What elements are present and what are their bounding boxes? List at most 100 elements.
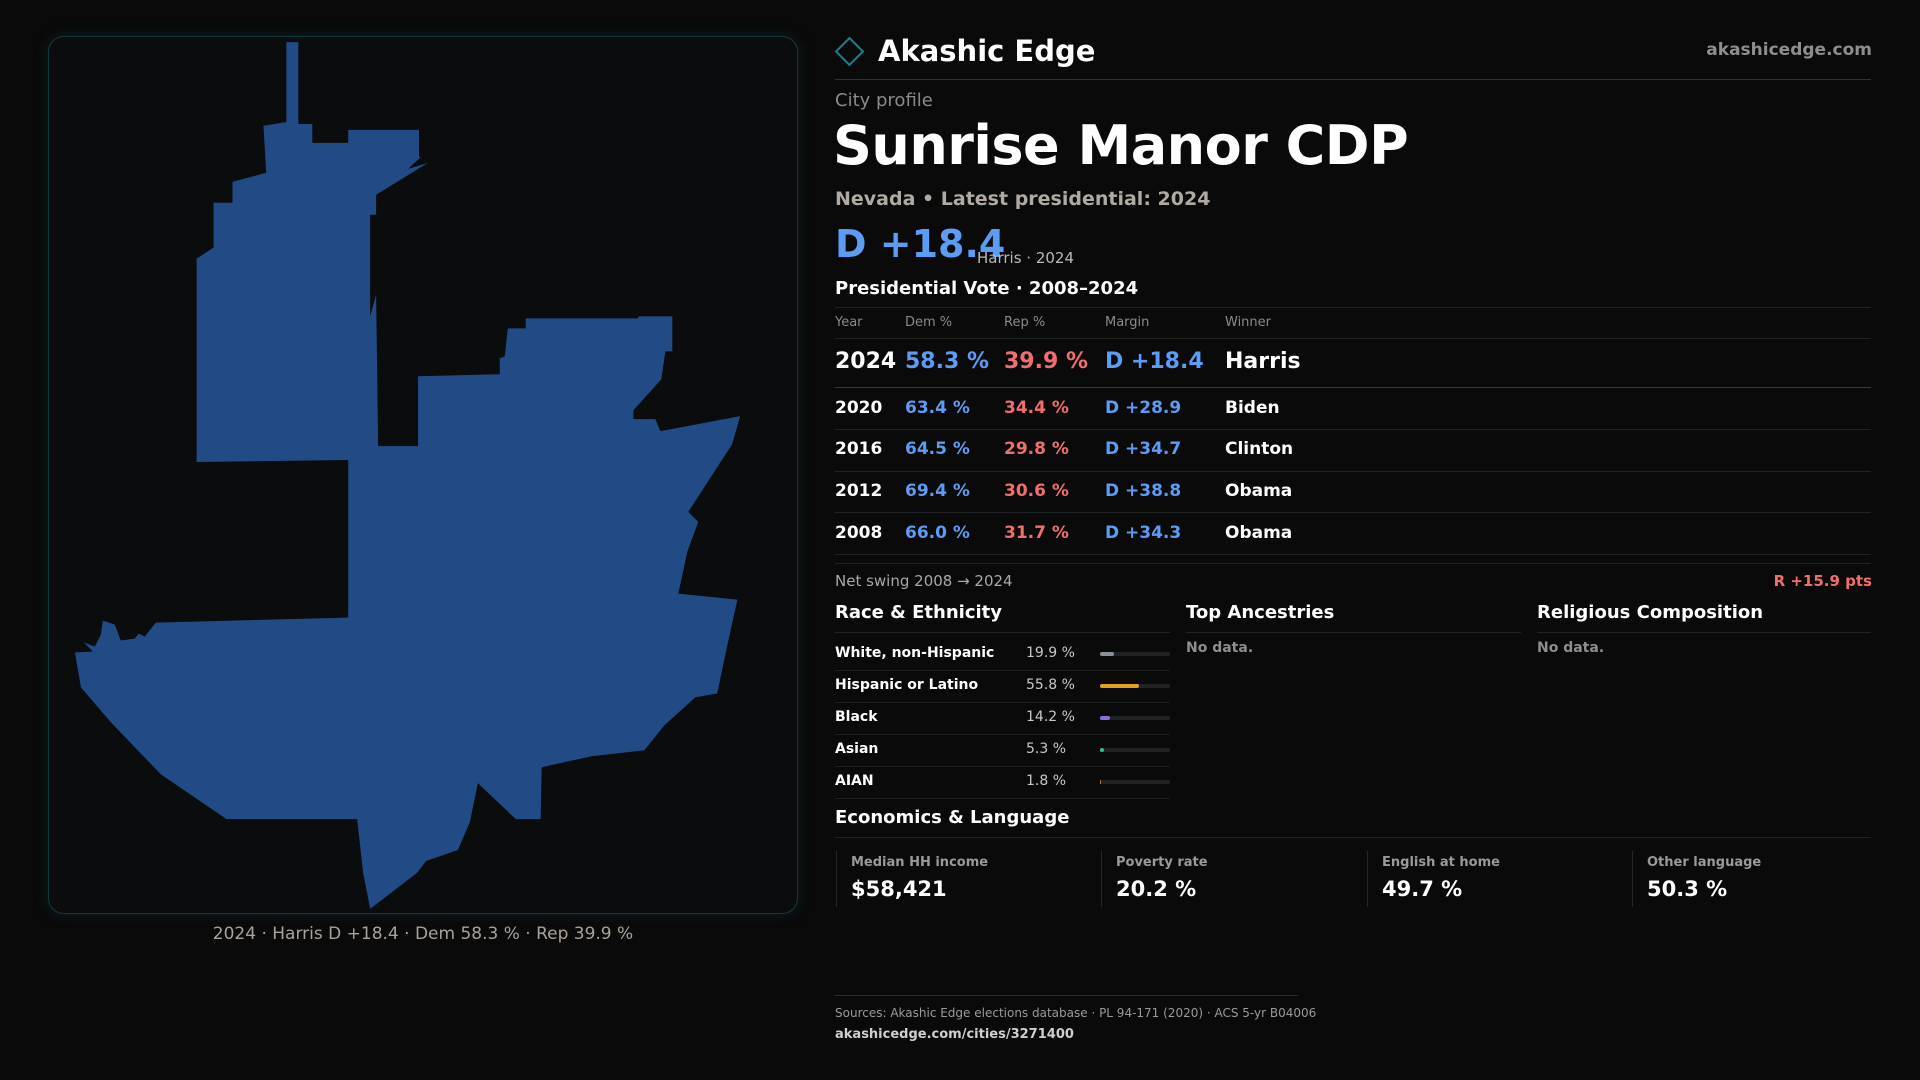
cell-margin: D +38.8 [1105, 481, 1182, 501]
stat-english-at-home: English at home 49.7 % [1367, 851, 1500, 907]
map-caption: 2024 · Harris D +18.4 · Dem 58.3 % · Rep… [212, 924, 634, 944]
race-label: Black [835, 709, 878, 725]
col-header-winner: Winner [1225, 315, 1272, 330]
col-header-margin: Margin [1105, 315, 1150, 330]
stat-label: English at home [1382, 855, 1500, 870]
stat-label: Median HH income [851, 855, 989, 870]
row-divider [835, 512, 1871, 513]
stat-label: Poverty rate [1116, 855, 1208, 870]
map-panel[interactable] [48, 36, 798, 914]
city-boundary-shape[interactable] [74, 42, 741, 909]
latest-margin-note: Harris · 2024 [977, 249, 1075, 267]
latest-margin: D +18.4 [835, 222, 1006, 266]
cell-margin: D +18.4 [1105, 349, 1204, 374]
race-label: AIAN [835, 773, 874, 789]
page-title: Sunrise Manor CDP [833, 114, 1409, 177]
race-bar-track [1100, 716, 1170, 720]
race-bar-fill [1100, 748, 1104, 752]
cell-year: 2024 [835, 349, 897, 374]
cell-year: 2008 [835, 523, 883, 543]
list-item: Hispanic or Latino 55.8 % [835, 670, 1170, 703]
swing-top-rule [835, 563, 1871, 564]
religion-section-rule [1537, 632, 1871, 633]
stat-value: 49.7 % [1382, 877, 1463, 901]
cell-rep: 30.6 % [1004, 481, 1069, 501]
cell-year: 2020 [835, 398, 883, 418]
race-bar-fill [1100, 684, 1140, 688]
vote-table-top-rule [835, 307, 1871, 308]
race-label: White, non-Hispanic [835, 645, 995, 661]
brand-logo[interactable]: Akashic Edge [833, 34, 1096, 68]
race-section-title: Race & Ethnicity [835, 602, 1002, 623]
cell-winner: Harris [1225, 349, 1301, 374]
race-section-rule [835, 632, 1170, 633]
col-header-rep: Rep % [1004, 315, 1046, 330]
race-bar-track [1100, 684, 1170, 688]
cell-winner: Obama [1225, 523, 1293, 543]
economics-section-title: Economics & Language [835, 807, 1070, 828]
cell-dem: 63.4 % [905, 398, 970, 418]
cell-dem: 64.5 % [905, 439, 970, 459]
stat-poverty-rate: Poverty rate 20.2 % [1101, 851, 1208, 907]
race-percent: 55.8 % [1026, 677, 1075, 693]
cell-rep: 34.4 % [1004, 398, 1069, 418]
cell-year: 2012 [835, 481, 883, 501]
stat-value: 20.2 % [1116, 877, 1197, 901]
stat-median-income: Median HH income $58,421 [836, 851, 988, 907]
cell-winner: Biden [1225, 398, 1280, 418]
race-percent: 14.2 % [1026, 709, 1075, 725]
cell-dem: 69.4 % [905, 481, 970, 501]
ancestries-empty: No data. [1186, 640, 1254, 656]
list-item: White, non-Hispanic 19.9 % [835, 638, 1170, 671]
brand-name: Akashic Edge [878, 34, 1096, 68]
cell-dem: 66.0 % [905, 523, 970, 543]
stat-other-language: Other language 50.3 % [1632, 851, 1761, 907]
race-bar-fill [1100, 716, 1110, 720]
ancestries-section-title: Top Ancestries [1186, 602, 1335, 623]
page-kicker: City profile [835, 90, 933, 111]
race-percent: 5.3 % [1026, 741, 1067, 757]
race-label: Hispanic or Latino [835, 677, 979, 693]
race-bar-fill [1100, 652, 1114, 656]
header-divider [835, 79, 1871, 80]
sources-note: Sources: Akashic Edge elections database… [835, 1006, 1317, 1020]
col-header-year: Year [835, 315, 863, 330]
vote-table-title: Presidential Vote · 2008–2024 [835, 278, 1139, 299]
race-bar-track [1100, 748, 1170, 752]
col-header-dem: Dem % [905, 315, 953, 330]
religion-empty: No data. [1537, 640, 1605, 656]
race-bar-fill [1100, 780, 1102, 784]
cell-rep: 31.7 % [1004, 523, 1069, 543]
stat-value: $58,421 [851, 877, 947, 901]
race-bar-track [1100, 652, 1170, 656]
site-link[interactable]: akashicedge.com [1706, 40, 1872, 60]
diamond-logo-icon [834, 36, 865, 66]
cell-winner: Clinton [1225, 439, 1294, 459]
vote-table-header-rule [835, 338, 1871, 339]
economics-section-rule [835, 837, 1871, 838]
footer-divider [835, 995, 1298, 996]
row-divider [835, 471, 1871, 472]
net-swing-label: Net swing 2008 → 2024 [835, 572, 1013, 590]
religion-section-title: Religious Composition [1537, 602, 1764, 623]
ancestries-section-rule [1186, 632, 1521, 633]
row-divider [835, 429, 1871, 430]
cell-margin: D +34.3 [1105, 523, 1182, 543]
race-bar-track [1100, 780, 1170, 784]
list-item: Asian 5.3 % [835, 734, 1170, 767]
cell-winner: Obama [1225, 481, 1293, 501]
list-item: Black 14.2 % [835, 702, 1170, 735]
stat-value: 50.3 % [1647, 877, 1728, 901]
cell-rep: 39.9 % [1004, 349, 1088, 374]
row-divider [835, 554, 1871, 555]
row-divider [835, 387, 1871, 388]
cell-dem: 58.3 % [905, 349, 989, 374]
list-item: AIAN 1.8 % [835, 766, 1170, 799]
net-swing-value: R +15.9 pts [1773, 572, 1872, 590]
cell-margin: D +28.9 [1105, 398, 1182, 418]
stat-label: Other language [1647, 855, 1762, 870]
page-url-link[interactable]: akashicedge.com/cities/3271400 [835, 1027, 1074, 1042]
cell-rep: 29.8 % [1004, 439, 1069, 459]
city-boundary-map[interactable] [49, 37, 797, 913]
race-label: Asian [835, 741, 879, 757]
